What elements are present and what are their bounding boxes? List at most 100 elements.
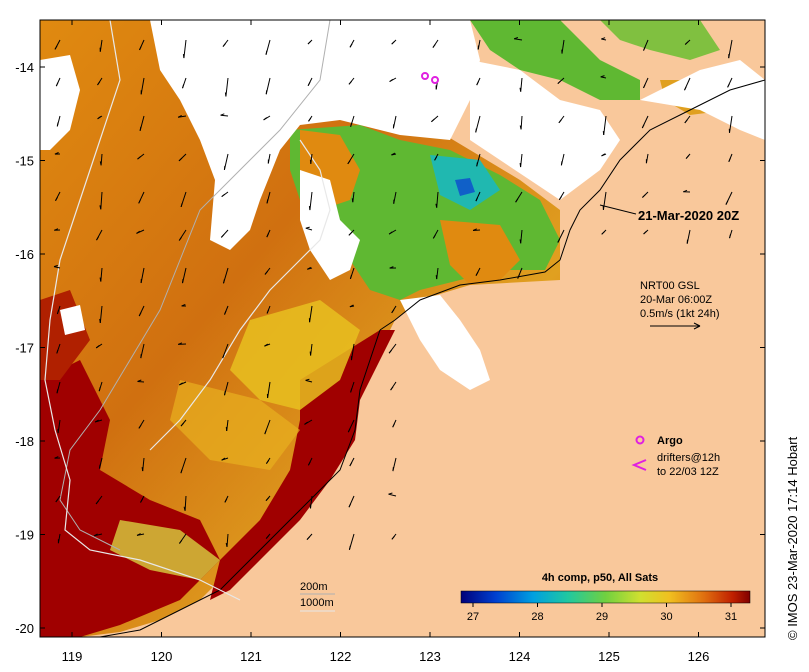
current-arrow-head: [349, 274, 352, 280]
current-arrow-head: [224, 92, 227, 97]
current-arrow-head: [220, 234, 225, 238]
current-arrow: [226, 533, 229, 547]
current-arrow: [729, 115, 733, 133]
current-arrow-head: [97, 81, 101, 86]
current-arrow-head: [476, 162, 478, 167]
current-arrow-head: [139, 46, 142, 51]
argo-float-marker: [421, 72, 429, 80]
current-arrow-head: [95, 345, 100, 349]
current-arrow-head: [391, 152, 396, 156]
lat-tick-label: -15: [15, 154, 34, 169]
current-arrow-head: [431, 118, 435, 123]
current-arrow-head: [54, 152, 59, 155]
coastline-south: [99, 329, 381, 637]
contour-200m-label: 200m: [300, 581, 328, 593]
current-arrow-head: [519, 163, 522, 168]
drifters-legend-line1: drifters@12h: [657, 452, 720, 464]
current-arrow-head: [136, 230, 141, 234]
current-arrow-head: [305, 378, 310, 381]
current-arrow-head: [728, 157, 731, 162]
cloud-mask-east: [470, 60, 620, 200]
lat-tick-label: -19: [15, 528, 34, 543]
current-arrow-head: [685, 155, 690, 159]
current-arrow-head: [138, 424, 142, 429]
current-arrow-head: [558, 119, 562, 124]
current-arrow-head: [99, 205, 102, 210]
current-arrow-head: [557, 80, 562, 84]
lat-tick-label: -16: [15, 247, 34, 262]
current-arrow: [309, 305, 313, 323]
current-arrow-head: [307, 266, 312, 270]
current-arrow: [520, 77, 523, 92]
current-arrow-head: [56, 122, 59, 127]
current-arrow-head: [641, 124, 645, 129]
current-arrow-head: [264, 270, 268, 275]
current-info-line3: 0.5m/s (1kt 24h): [640, 308, 719, 320]
current-arrow-head: [348, 503, 352, 508]
current-arrow-head: [475, 271, 479, 276]
current-arrow-head: [392, 467, 394, 472]
current-arrow-head: [519, 239, 522, 244]
argo-markers: [421, 72, 439, 84]
current-arrow-head: [475, 128, 477, 133]
current-arrow: [53, 266, 61, 269]
current-arrow-head: [266, 233, 269, 238]
current-arrow-head: [475, 197, 479, 202]
current-arrow-head: [224, 391, 226, 396]
current-arrow-head: [56, 310, 59, 315]
current-arrow-head: [98, 464, 101, 469]
current-arrow-head: [221, 193, 226, 197]
colorbar-tick-label: 29: [596, 611, 608, 623]
current-arrow-head: [600, 75, 605, 78]
current-arrow-head: [182, 279, 184, 284]
lat-tick-label: -20: [15, 621, 34, 636]
current-arrow-head: [178, 342, 183, 345]
current-arrow-head: [224, 498, 228, 503]
drifters-legend-line2: to 22/03 12Z: [657, 466, 719, 478]
current-arrow-head: [308, 206, 311, 211]
current-arrow-head: [220, 113, 225, 116]
current-arrow-head: [307, 461, 311, 466]
current-arrow-head: [347, 428, 351, 433]
current-arrow-head: [224, 310, 227, 315]
argo-legend-icon: [635, 435, 645, 445]
colorbar-tick-label: 30: [660, 611, 672, 623]
current-arrow-head: [683, 189, 688, 193]
current-arrow-head: [178, 539, 183, 544]
current-arrow: [309, 191, 313, 211]
current-arrow-head: [137, 156, 141, 160]
current-arrow-head: [223, 279, 225, 284]
lon-tick-label: 126: [688, 649, 710, 664]
current-arrow-head: [265, 497, 270, 502]
current-arrow-head: [725, 200, 729, 205]
current-arrow-head: [95, 500, 100, 505]
current-arrow: [603, 115, 607, 136]
current-arrow-head: [56, 389, 59, 394]
current-arrow-head: [97, 116, 102, 120]
argo-legend-label: Argo: [657, 435, 683, 447]
current-arrow-head: [55, 82, 59, 87]
current-arrow-head: [222, 354, 225, 359]
lon-tick-label: 120: [151, 649, 173, 664]
coastline: [379, 79, 765, 331]
current-arrow-head: [96, 236, 100, 241]
current-arrow-head: [350, 388, 353, 393]
current-arrow-head: [180, 202, 183, 208]
ocean-yellow-plume: [230, 300, 360, 410]
contour-1000m-b: [149, 139, 331, 451]
current-arrow-head: [519, 87, 522, 92]
current-arrow: [520, 115, 523, 130]
cloud-mask-ellipse: [215, 175, 250, 215]
current-arrow-head: [558, 196, 562, 201]
current-arrow-head: [348, 80, 352, 85]
ocean-hot-coastal-band-2: [210, 330, 395, 600]
current-arrow-head: [264, 430, 267, 435]
colorbar-ticks: 27 28 29 30 31: [467, 603, 737, 623]
current-arrow-head: [390, 386, 394, 391]
current-arrow-head: [265, 50, 268, 55]
current-arrow-head: [350, 122, 353, 127]
current-arrow-head: [178, 237, 182, 241]
lat-tick-label: -14: [15, 60, 34, 75]
current-arrow-head: [391, 309, 395, 314]
current-arrow-head: [136, 533, 141, 536]
